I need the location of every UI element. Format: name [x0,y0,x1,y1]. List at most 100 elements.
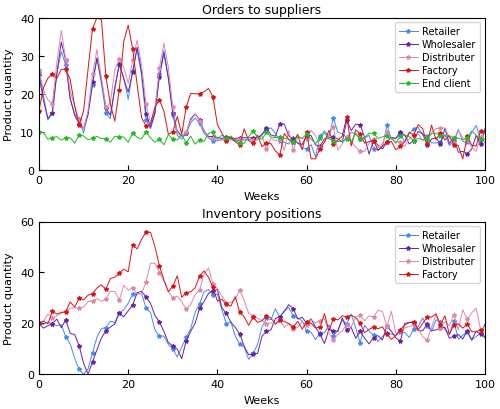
Retailer [152,112,158,117]
Distributer [246,311,252,316]
Retailer [482,336,488,341]
Retailer [67,97,73,102]
Retailer [312,155,318,160]
Line: End client: End client [37,130,487,148]
Wholesaler [36,74,42,79]
X-axis label: Weeks: Weeks [244,191,280,201]
Retailer [67,342,73,346]
End client [67,136,73,141]
Distributer [67,306,73,311]
Factory [482,336,488,341]
End client [36,130,42,135]
Wholesaler [482,321,488,326]
Factory [67,78,73,83]
End client [161,143,167,148]
Wholesaler [85,372,91,377]
Retailer [152,328,158,333]
Factory [36,109,42,114]
Factory [375,326,381,331]
Wholesaler [357,329,363,334]
Factory [67,300,73,305]
Distributer [58,29,64,34]
Line: Distributer: Distributer [37,29,487,154]
Wholesaler [250,352,256,357]
Title: Inventory positions: Inventory positions [202,208,322,221]
Distributer [72,104,78,109]
Distributer [148,261,154,266]
Legend: Retailer, Wholesaler, Distributer, Factory: Retailer, Wholesaler, Distributer, Facto… [394,227,480,283]
End client [375,137,381,142]
Wholesaler [67,331,73,336]
Title: Orders to suppliers: Orders to suppliers [202,4,322,18]
Wholesaler [152,110,158,115]
Factory [152,245,158,249]
Line: Wholesaler: Wholesaler [37,41,487,157]
Line: Factory: Factory [37,16,487,162]
Legend: Retailer, Wholesaler, Distributer, Factory, End client: Retailer, Wholesaler, Distributer, Facto… [394,23,480,93]
Y-axis label: Product quantity: Product quantity [4,49,15,141]
Distributer [352,315,358,319]
Distributer [36,321,42,326]
Retailer [357,340,363,345]
Factory [357,132,363,137]
Retailer [206,288,212,292]
Distributer [375,308,381,313]
Retailer [380,334,386,339]
Wholesaler [352,122,358,127]
Wholesaler [72,114,78,119]
Retailer [80,372,86,377]
Wholesaler [308,134,314,139]
Factory [388,337,394,342]
Retailer [312,337,318,342]
Wholesaler [380,338,386,343]
End client [352,131,358,136]
End client [308,137,314,142]
Wholesaler [366,152,372,157]
Wholesaler [246,136,252,141]
Factory [380,144,386,149]
Factory [352,315,358,320]
X-axis label: Weeks: Weeks [244,395,280,405]
End client [468,129,474,134]
Distributer [482,324,488,329]
Wholesaler [312,325,318,330]
Distributer [308,128,314,133]
Wholesaler [380,147,386,152]
Retailer [36,70,42,75]
Wholesaler [36,321,42,326]
Line: Retailer: Retailer [37,48,487,160]
Wholesaler [214,287,220,292]
Wholesaler [152,313,158,318]
Wholesaler [482,127,488,132]
Retailer [134,47,140,52]
Factory [94,16,100,21]
End client [482,137,488,142]
Distributer [357,150,363,155]
Distributer [152,106,158,111]
Factory [246,139,252,144]
Distributer [36,69,42,74]
Factory [143,230,149,235]
Line: Retailer: Retailer [37,288,487,376]
Distributer [380,142,386,147]
Factory [246,323,252,328]
Retailer [380,145,386,150]
Retailer [36,321,42,326]
Retailer [482,137,488,142]
Retailer [308,143,314,148]
Retailer [246,138,252,143]
Factory [308,157,314,162]
Distributer [352,145,358,150]
Retailer [357,137,363,142]
Distributer [424,338,430,343]
Distributer [308,317,314,322]
Distributer [152,261,158,266]
Line: Wholesaler: Wholesaler [37,288,487,376]
Factory [308,321,314,326]
Line: Distributer: Distributer [37,261,487,343]
End client [246,135,252,140]
Factory [482,131,488,136]
Y-axis label: Product quantity: Product quantity [4,252,15,344]
End client [148,136,154,141]
Factory [36,321,42,326]
